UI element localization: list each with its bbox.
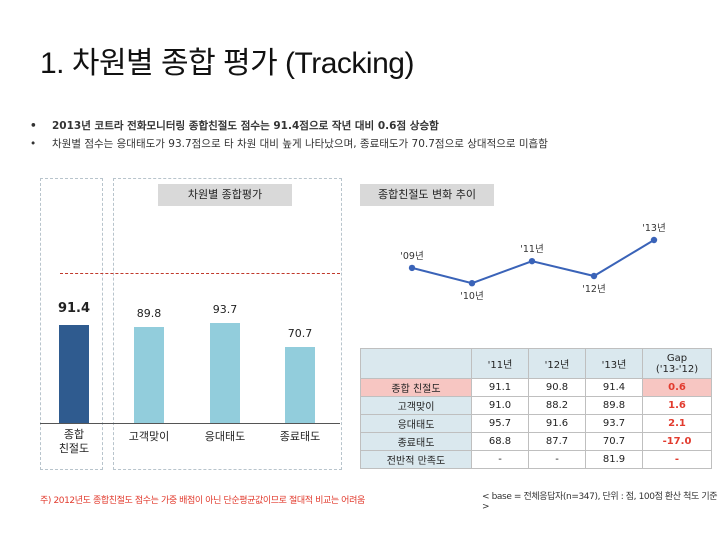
table-cell: 89.8 (585, 396, 643, 415)
bar-value-label: 89.8 (136, 306, 162, 320)
table-gap-cell: - (642, 450, 712, 469)
table-header (360, 348, 472, 379)
bar-category-label: 종료태도 (279, 430, 321, 443)
table-cell: 68.8 (471, 432, 529, 451)
table-row: 응대태도 95.7 91.6 93.7 2.1 (360, 414, 712, 433)
footnote: 주) 2012년도 종합친절도 점수는 가중 배점이 아닌 단순평균값이므로 절… (40, 496, 365, 506)
bar-2 (134, 326, 164, 423)
tracking-table: '11년 '12년 '13년 Gap ('13-'12) 종합 친절도 91.1 90.8… (360, 348, 712, 469)
trend-x-label: '12년 (582, 284, 605, 295)
trend-point (528, 257, 536, 265)
table-row-header: 종료태도 (360, 432, 472, 451)
bar-chart-title: 차원별 종합평가 (158, 184, 292, 206)
table-header: '11년 (471, 348, 529, 379)
bullet-text-1: 2013년 코트라 전화모니터링 종합친절도 점수는 91.4점으로 작년 대비… (52, 120, 439, 132)
line-chart: '09년 '10년 '11년 '12년 '13년 (400, 223, 665, 302)
table-cell: - (471, 450, 529, 469)
table-cell: 81.9 (585, 450, 643, 469)
bar-value-label: 70.7 (287, 327, 313, 341)
bar-category-label: 종합 친절도 (58, 428, 90, 455)
table-cell: 91.1 (471, 378, 529, 397)
trend-x-label: '13년 (642, 223, 665, 234)
table-row-header: 고객맞이 (360, 396, 472, 415)
table-cell: 87.7 (528, 432, 586, 451)
trend-x-label: '10년 (460, 291, 483, 302)
base-note: < base = 전체응답자(n=347), 단위 : 점, 100점 환산 척… (482, 492, 718, 512)
bullet-text-2: 차원별 점수는 응대태도가 93.7점으로 타 차원 대비 높게 나타났으며, … (52, 138, 548, 150)
table-cell: 93.7 (585, 414, 643, 433)
table-row-header: 전반적 만족도 (360, 450, 472, 469)
table-cell: 91.0 (471, 396, 529, 415)
table-row: 고객맞이 91.0 88.2 89.8 1.6 (360, 396, 712, 415)
reference-line (60, 273, 340, 274)
table-header: Gap ('13-'12) (642, 348, 712, 379)
line-chart-title: 종합친절도 변화 추이 (360, 184, 494, 206)
overall-panel (40, 178, 103, 470)
bar-category-label: 고객맞이 (128, 430, 170, 443)
bar-value-label: 93.7 (212, 302, 238, 316)
trend-point (650, 236, 658, 244)
trend-x-label: '11년 (520, 244, 543, 255)
bar-value-label: 91.4 (57, 301, 91, 317)
table-gap-cell: 0.6 (642, 378, 712, 397)
table-row-header: 응대태도 (360, 414, 472, 433)
table-row: 종료태도 68.8 87.7 70.7 -17.0 (360, 432, 712, 451)
table-cell: 70.7 (585, 432, 643, 451)
trend-point (408, 264, 416, 272)
table-row: 종합 친절도 91.1 90.8 91.4 0.6 (360, 378, 712, 397)
table-header: '12년 (528, 348, 586, 379)
table-cell: - (528, 450, 586, 469)
table-cell: 90.8 (528, 378, 586, 397)
bar-3 (210, 322, 240, 423)
trend-point (468, 280, 476, 287)
table-gap-cell: -17.0 (642, 432, 712, 451)
trend-x-label: '09년 (400, 251, 423, 262)
bullet-marker: • (30, 138, 37, 150)
bullet-summary: • 2013년 코트라 전화모니터링 종합친절도 점수는 91.4점으로 작년 대… (30, 118, 439, 133)
table-cell: 88.2 (528, 396, 586, 415)
trend-point (590, 272, 598, 280)
table-gap-cell: 1.6 (642, 396, 712, 415)
bullet-detail: • 차원별 점수는 응대태도가 93.7점으로 타 차원 대비 높게 나타났으며,… (30, 136, 548, 151)
table-cell: 91.6 (528, 414, 586, 433)
table-row-header: 종합 친절도 (360, 378, 472, 397)
table-cell: 91.4 (585, 378, 643, 397)
page-title: 1. 차원별 종합 평가 (Tracking) (40, 47, 414, 80)
table-gap-cell: 2.1 (642, 414, 712, 433)
bar-category-label: 응대태도 (204, 430, 246, 443)
bar-baseline (40, 423, 340, 424)
table-header: '13년 (585, 348, 643, 379)
dimension-panel (113, 178, 342, 470)
bullet-marker: • (30, 120, 37, 132)
bar-4 (285, 347, 315, 423)
table-row: 전반적 만족도 - -81.9- (360, 450, 712, 469)
bar-1 (59, 325, 89, 423)
table-cell: 95.7 (471, 414, 529, 433)
